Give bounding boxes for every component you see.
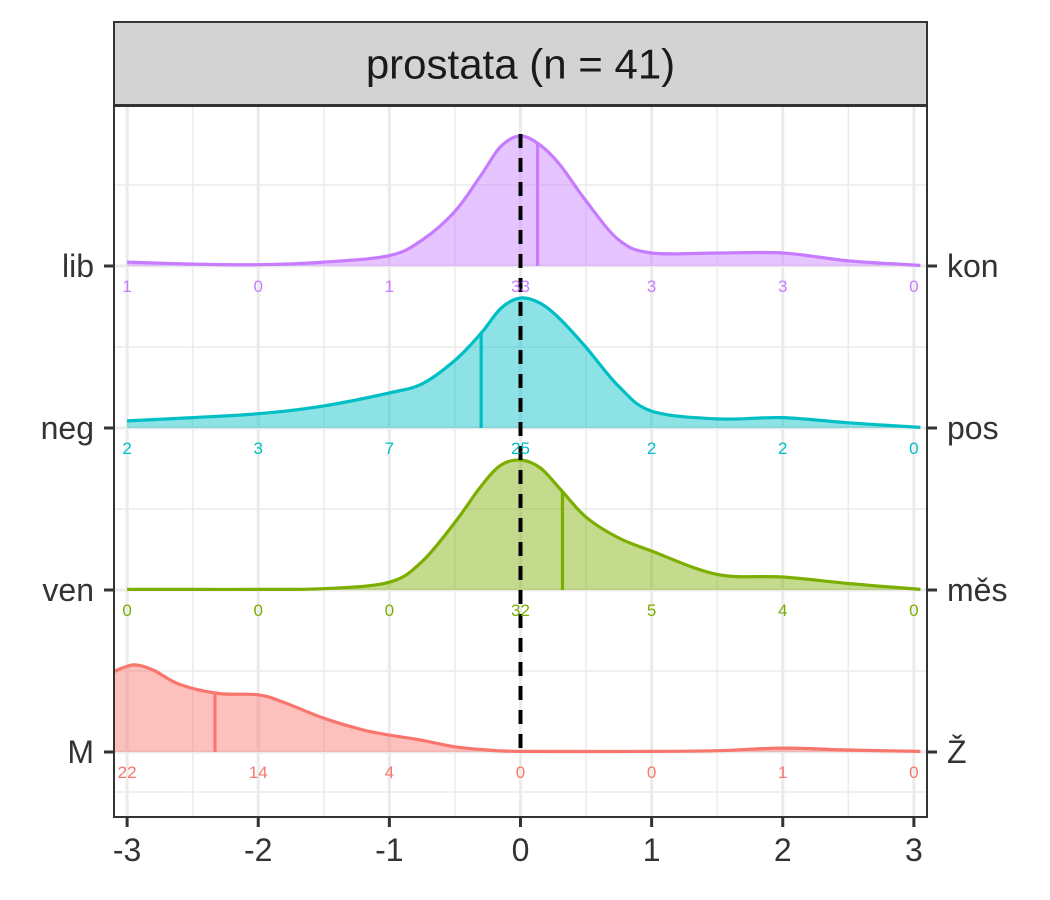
count-label-lib: 0 [254,277,263,296]
count-label-lib: 3 [778,277,787,296]
x-axis-tick-label: 0 [512,832,530,868]
density-area-M [114,664,921,752]
count-label-neg: 2 [778,439,787,458]
facet-title: prostata (n = 41) [366,41,675,88]
right-axis-label: Ž [947,734,967,770]
count-label-ven: 0 [909,601,918,620]
count-label-M: 14 [249,763,268,782]
count-label-lib: 33 [511,277,530,296]
count-label-M: 0 [647,763,656,782]
facet-strip-background [113,21,928,106]
x-axis-tick-label: 3 [905,832,923,868]
left-axis-label: M [67,734,94,770]
count-label-neg: 25 [511,439,530,458]
left-axis-label: ven [42,572,94,608]
x-axis-tick-label: -1 [375,832,403,868]
count-label-lib: 3 [647,277,656,296]
density-area-lib [127,135,921,266]
count-label-ven: 4 [778,601,787,620]
count-label-M: 1 [778,763,787,782]
x-axis-tick-label: 2 [774,832,792,868]
count-label-neg: 0 [909,439,918,458]
count-label-neg: 7 [385,439,394,458]
axes: lib kon neg pos ven měs M Ž -3 -2 -1 0 1 2 3 [41,248,1008,868]
density-area-neg [127,297,921,428]
right-axis-label: kon [947,248,999,284]
count-label-M: 0 [516,763,525,782]
count-label-ven: 32 [511,601,530,620]
count-label-neg: 2 [647,439,656,458]
count-label-ven: 5 [647,601,656,620]
count-label-lib: 1 [122,277,131,296]
count-label-lib: 1 [385,277,394,296]
count-label-M: 22 [118,763,137,782]
x-axis-tick-label: -3 [113,832,141,868]
density-line-M [113,663,921,754]
count-label-neg: 2 [122,439,131,458]
count-label-ven: 0 [122,601,131,620]
density-line-neg [127,296,921,429]
count-label-ven: 0 [385,601,394,620]
right-axis-label: měs [947,572,1007,608]
count-label-lib: 0 [909,277,918,296]
left-axis-label: lib [62,248,94,284]
right-axis-label: pos [947,410,999,446]
count-label-M: 4 [385,763,394,782]
x-axis-tick-label: 1 [643,832,661,868]
density-area-ven [127,459,921,590]
count-label-M: 0 [909,763,918,782]
count-label-ven: 0 [254,601,263,620]
x-axis-tick-label: -2 [244,832,272,868]
count-labels: 1 0 1 33 3 3 02 3 7 25 2 2 00 0 0 32 5 4 022 14 4 0 0 1 0 [118,277,919,782]
left-axis-label: neg [41,410,94,446]
facet-strip: prostata (n = 41) [113,21,928,106]
count-label-neg: 3 [254,439,263,458]
